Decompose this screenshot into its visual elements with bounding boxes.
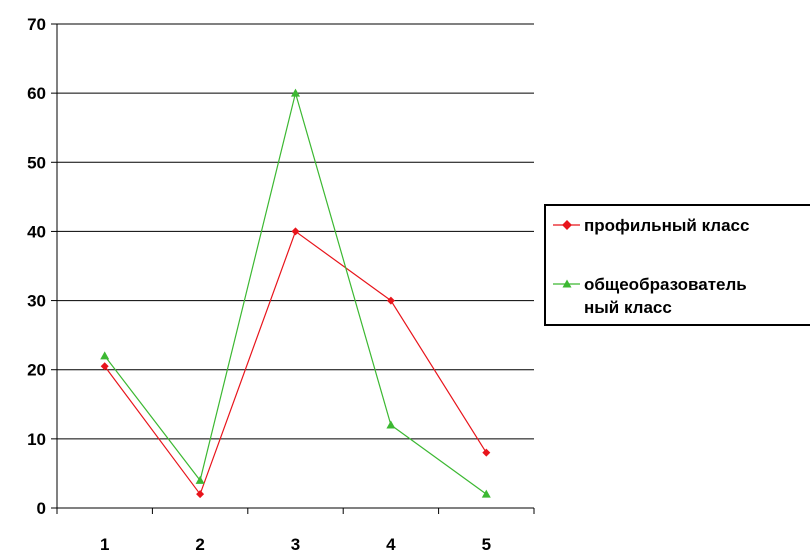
series-2 [100, 88, 491, 498]
legend-marker-general [562, 279, 572, 288]
data-point-triangle [100, 351, 110, 360]
data-point-triangle [195, 475, 205, 484]
legend-label-profile: профильный класс [584, 216, 749, 235]
y-tick-label: 20 [27, 361, 46, 380]
series-line [104, 230, 487, 496]
series-1 [100, 227, 491, 499]
y-tick-label: 40 [27, 222, 46, 241]
legend: профильный класс общеобразователь ный кл… [544, 204, 810, 326]
data-point-triangle [481, 489, 491, 498]
data-point-triangle [291, 88, 300, 97]
axes [56, 24, 534, 509]
data-point-diamond [100, 362, 109, 371]
y-tick-label: 70 [27, 15, 46, 34]
x-tick-label: 4 [386, 535, 396, 553]
legend-box [544, 204, 810, 326]
data-point-diamond [196, 490, 205, 499]
x-tick-label: 3 [291, 535, 300, 553]
y-axis-ticks: 0 10 20 30 40 50 60 70 [27, 15, 57, 518]
series-line [104, 90, 487, 495]
series-layer [100, 88, 491, 499]
y-tick-label: 60 [27, 84, 46, 103]
y-tick-label: 0 [37, 499, 46, 518]
y-tick-label: 50 [27, 153, 46, 172]
y-tick-label: 10 [27, 430, 46, 449]
data-point-diamond [291, 227, 300, 236]
legend-label-general-line1: общеобразователь [584, 275, 747, 294]
x-tick-label: 5 [482, 535, 491, 553]
x-tick-label: 2 [195, 535, 204, 553]
y-tick-label: 30 [27, 292, 46, 311]
data-point-diamond [386, 296, 395, 305]
legend-label-general-line2: ный класс [584, 298, 672, 317]
data-point-triangle [386, 420, 396, 429]
x-tick-label: 1 [100, 535, 109, 553]
data-point-diamond [482, 448, 491, 457]
legend-marker-profile [562, 220, 572, 230]
x-axis-ticks: 1 2 3 4 5 [56, 508, 535, 553]
